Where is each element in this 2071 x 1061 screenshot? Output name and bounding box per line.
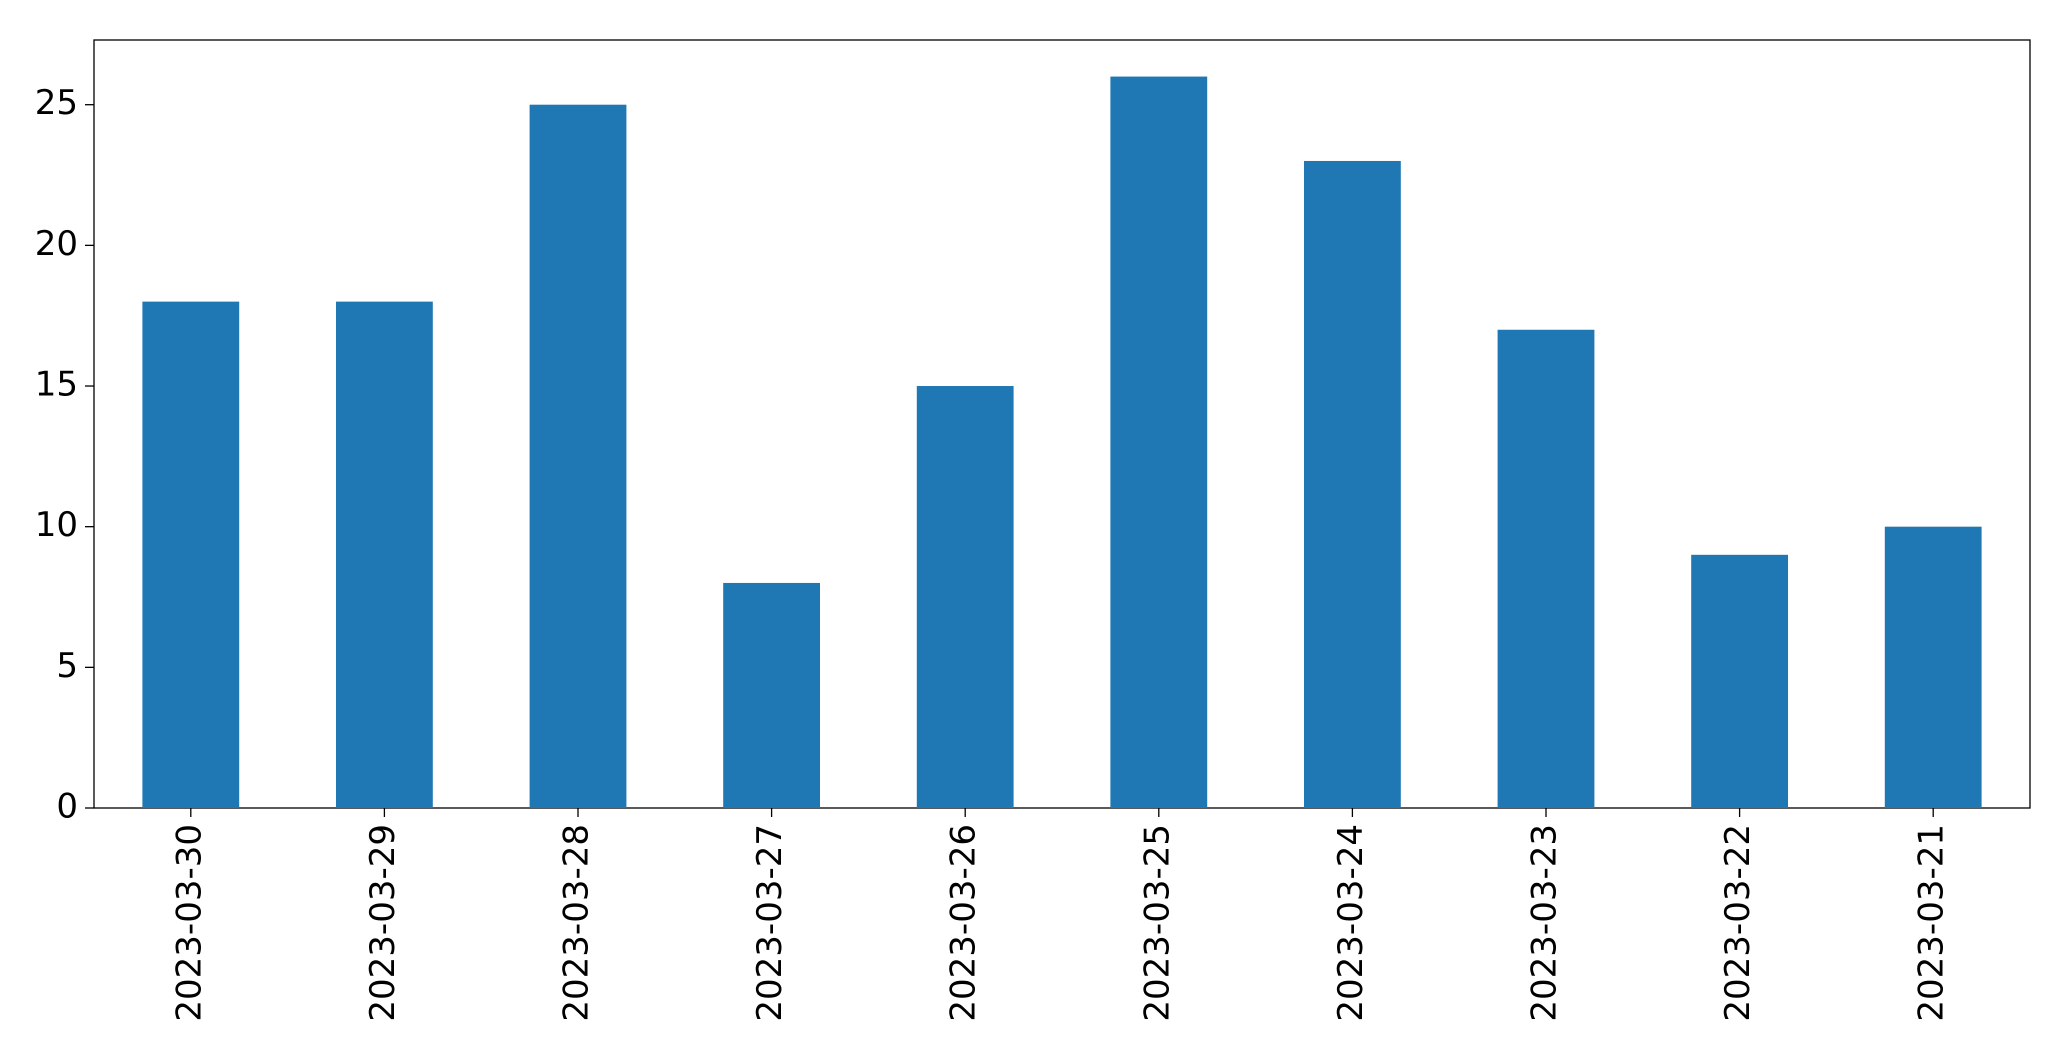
bar bbox=[1691, 554, 1788, 808]
bar bbox=[142, 301, 240, 808]
bar bbox=[1884, 526, 1982, 808]
x-tick-label: 2023-03-21 bbox=[1912, 824, 1952, 1022]
x-tick-label: 2023-03-29 bbox=[363, 824, 403, 1022]
y-tick-label: 15 bbox=[35, 365, 78, 405]
bar bbox=[723, 582, 820, 808]
y-tick-label: 25 bbox=[35, 83, 78, 123]
x-tick-label: 2023-03-24 bbox=[1331, 824, 1371, 1022]
bar bbox=[529, 104, 627, 808]
x-tick-label: 2023-03-26 bbox=[944, 824, 984, 1022]
x-tick-label: 2023-03-30 bbox=[169, 824, 209, 1022]
bar bbox=[916, 386, 1014, 808]
bar bbox=[1497, 329, 1595, 808]
y-tick-label: 20 bbox=[35, 224, 78, 264]
x-tick-label: 2023-03-22 bbox=[1718, 824, 1758, 1022]
bar bbox=[336, 301, 433, 808]
y-tick-label: 5 bbox=[56, 646, 78, 686]
bar bbox=[1110, 76, 1208, 809]
y-tick-label: 0 bbox=[56, 787, 78, 827]
bar bbox=[1304, 160, 1401, 808]
axes-frame bbox=[93, 39, 2031, 809]
y-tick-label: 10 bbox=[35, 505, 78, 545]
x-tick-label: 2023-03-23 bbox=[1525, 824, 1565, 1022]
x-tick-label: 2023-03-27 bbox=[750, 824, 790, 1022]
x-tick-label: 2023-03-28 bbox=[557, 824, 597, 1022]
x-tick-label: 2023-03-25 bbox=[1137, 824, 1177, 1022]
